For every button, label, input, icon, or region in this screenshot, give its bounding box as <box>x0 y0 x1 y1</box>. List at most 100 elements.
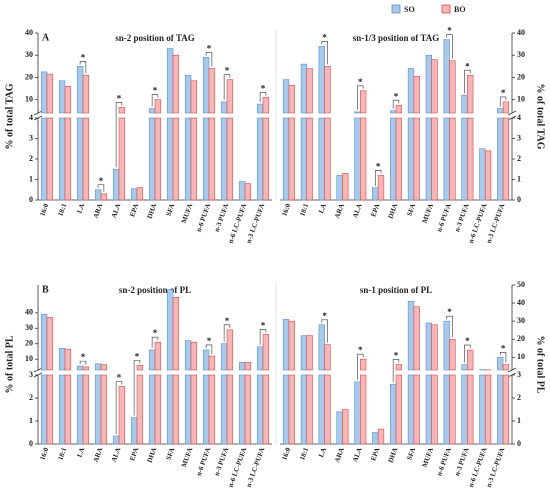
significance-bracket <box>151 94 159 107</box>
bar-base <box>324 374 331 445</box>
significance-bracket <box>446 315 453 338</box>
significance-bracket <box>321 41 328 65</box>
bar <box>318 324 325 371</box>
significance-marker: * <box>207 336 212 346</box>
y-tick-label: 20 <box>517 72 525 81</box>
bar <box>461 364 468 371</box>
x-tick-label: 18:1 <box>56 202 68 217</box>
axis-break <box>507 367 517 373</box>
x-tick-label: MUFA <box>180 202 195 224</box>
bar <box>190 80 198 114</box>
bar <box>100 364 108 371</box>
y-tick-label: 1 <box>517 416 521 425</box>
significance-marker: * <box>447 26 452 36</box>
bar <box>354 381 361 445</box>
x-tick-label: DHA <box>146 202 159 219</box>
x-tick-label: SFA <box>405 202 417 217</box>
bar <box>336 411 343 445</box>
bar <box>40 71 48 114</box>
bar <box>130 417 138 445</box>
bar <box>58 80 66 114</box>
bar-base <box>148 374 156 445</box>
bar <box>443 39 450 114</box>
bar <box>46 73 54 114</box>
bar <box>226 329 234 371</box>
x-tick-label: n-3 LC-PUFA <box>245 202 267 244</box>
x-tick-label: LA <box>317 446 328 458</box>
bar-base <box>306 374 313 445</box>
bar <box>94 363 102 371</box>
bar <box>202 57 210 114</box>
x-tick-label: ALA <box>110 446 123 463</box>
bar-base <box>431 374 438 445</box>
x-tick-label: EPA <box>369 202 381 217</box>
significance-marker: * <box>358 77 363 87</box>
bar <box>202 349 210 371</box>
bar <box>262 97 270 114</box>
bar <box>413 306 420 371</box>
x-tick-label: n-3 PUFA <box>453 446 471 477</box>
significance-marker: * <box>207 44 212 54</box>
bar-base <box>46 117 54 201</box>
bar <box>372 187 379 201</box>
y-tick-label: 40 <box>25 28 33 37</box>
panel-label: B <box>42 284 49 295</box>
y-tick-label: 30 <box>517 50 525 59</box>
bar <box>425 54 432 114</box>
bar-base <box>262 374 270 445</box>
x-tick-label: LA <box>76 446 87 458</box>
panel-label: A <box>42 32 50 43</box>
bar <box>244 361 252 371</box>
x-tick-label: n-3 PUFA <box>213 446 231 477</box>
bar <box>413 76 420 114</box>
x-tick-label: n-6 PUFA <box>195 202 213 233</box>
x-tick-label: ARA <box>333 202 346 219</box>
x-tick-label: LA <box>76 202 87 214</box>
y-tick-label: 10 <box>25 354 33 363</box>
x-tick-label: 16:0 <box>38 202 50 217</box>
x-tick-label: MUFA <box>180 446 195 468</box>
bar-base <box>226 374 234 445</box>
significance-bracket <box>79 360 87 365</box>
bar <box>395 364 403 371</box>
bar <box>318 46 325 114</box>
bar-base <box>46 374 54 445</box>
y-tick-label: 0 <box>517 195 521 204</box>
bar-base <box>256 117 264 201</box>
bar-base <box>300 117 308 201</box>
x-tick-label: n-6 PUFA <box>435 446 453 477</box>
x-tick-label: 18:1 <box>56 446 68 461</box>
bar <box>377 428 385 445</box>
bar <box>208 355 216 371</box>
bar <box>306 335 313 371</box>
bar-base <box>100 374 108 445</box>
bar-base <box>407 374 415 445</box>
significance-bracket <box>357 353 364 380</box>
x-tick-label: DHA <box>387 202 400 219</box>
bar <box>76 66 84 114</box>
y-tick-label: 20 <box>25 339 33 348</box>
bar-base <box>324 117 331 201</box>
bar-base <box>425 374 432 445</box>
significance-bracket <box>223 324 231 342</box>
y-tick-label: 3 <box>29 370 33 379</box>
significance-marker: * <box>447 307 452 317</box>
bar-base <box>288 374 295 445</box>
significance-bracket <box>499 352 507 363</box>
significance-marker: * <box>394 351 399 361</box>
bar <box>40 314 48 371</box>
bar-base <box>497 117 504 201</box>
bar <box>190 341 198 371</box>
bar <box>262 334 270 371</box>
significance-marker: * <box>99 176 104 186</box>
bar <box>76 365 84 371</box>
x-tick-label: 18:1 <box>298 446 310 461</box>
y-tick-label: 20 <box>25 72 33 81</box>
bar-base <box>40 374 48 445</box>
bar-base <box>467 117 474 201</box>
bar <box>82 366 90 371</box>
bar <box>360 90 367 114</box>
legend-label: BO <box>454 5 466 14</box>
x-tick-label: EPA <box>128 202 140 217</box>
bar-base <box>238 374 246 445</box>
